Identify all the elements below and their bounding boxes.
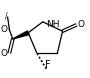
Text: NH: NH [46,20,60,29]
Text: O: O [78,20,85,29]
Text: O: O [1,25,8,34]
Text: /: / [5,11,8,20]
Polygon shape [13,31,29,39]
Text: O: O [1,49,8,58]
Text: F: F [45,60,51,70]
